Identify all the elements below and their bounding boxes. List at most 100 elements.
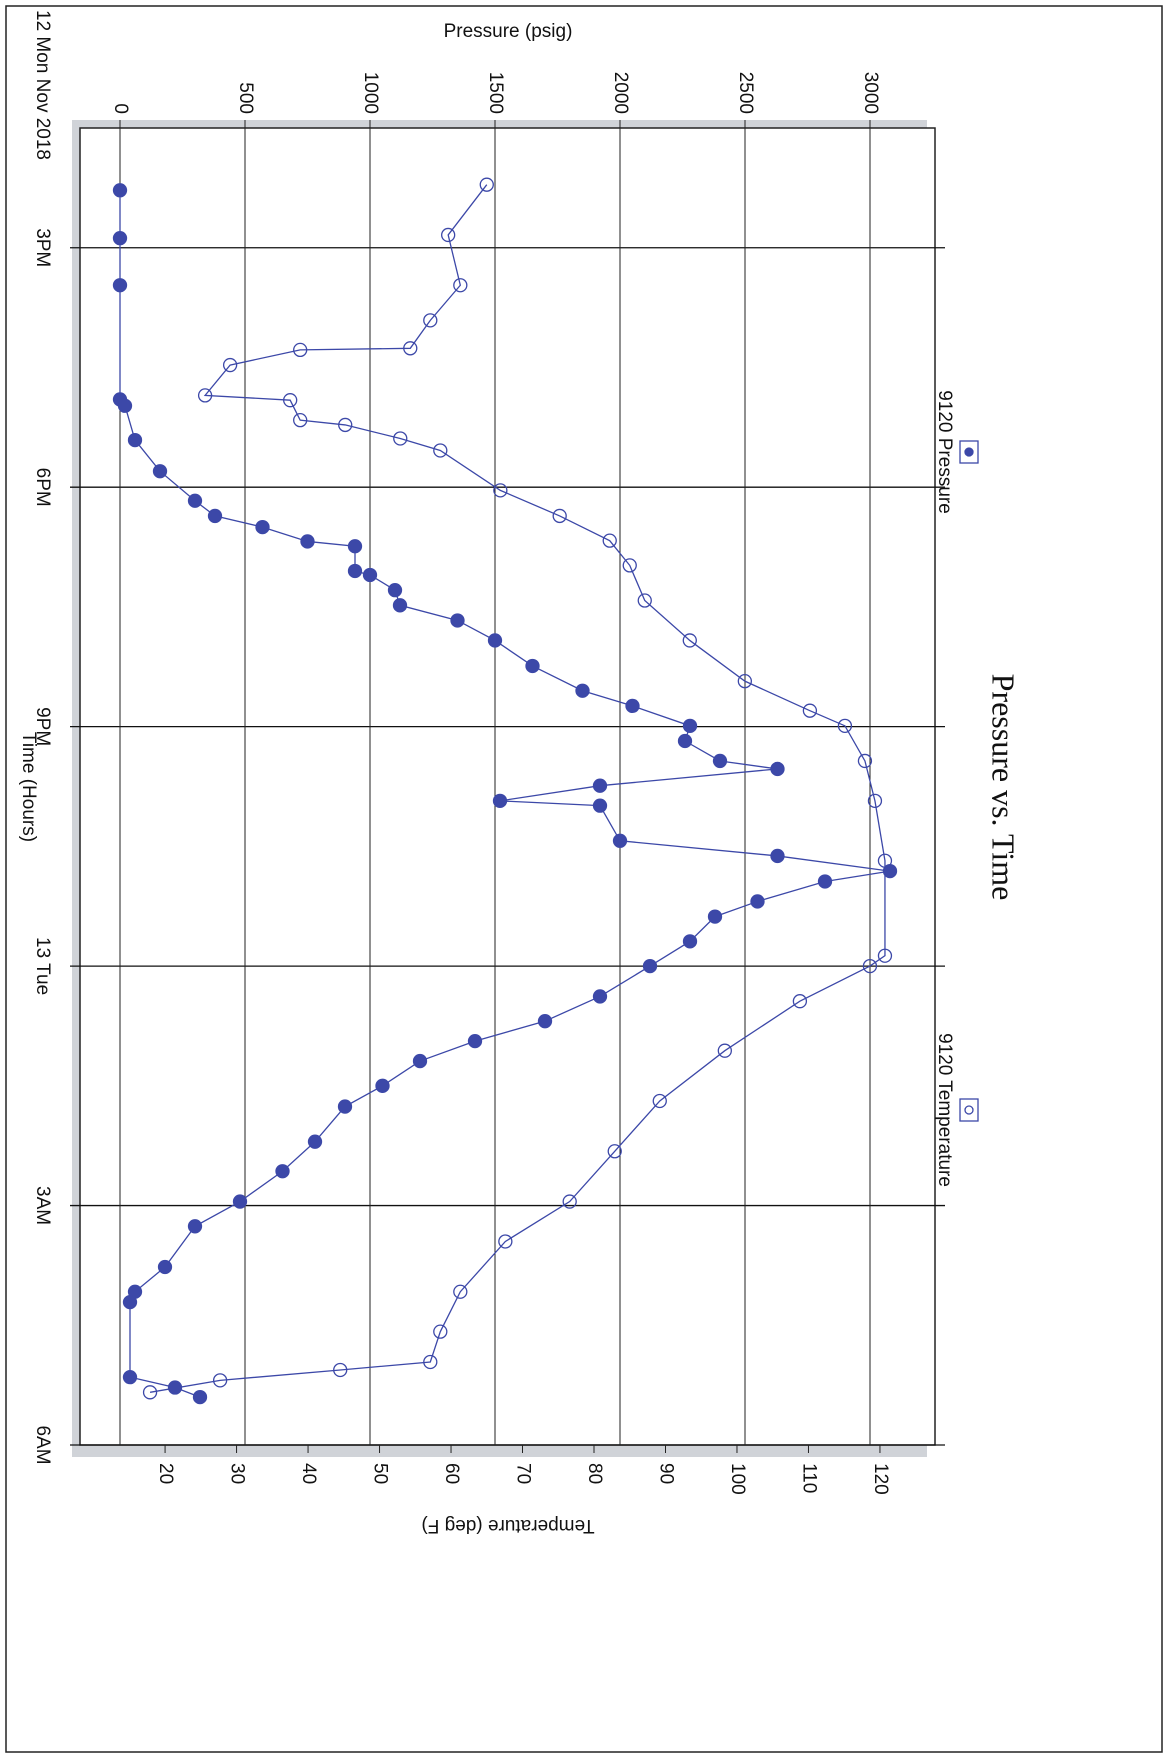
- x-axis-label: Time (Hours): [18, 732, 39, 842]
- data-point: [817, 874, 833, 889]
- data-point: [479, 177, 494, 192]
- data-point: [682, 633, 697, 648]
- y2-tick-label: 20: [155, 1463, 176, 1484]
- data-point: [862, 958, 878, 974]
- series-line: [149, 184, 886, 1393]
- y2-tick-label: 110: [798, 1463, 819, 1493]
- y2-tick-label: 80: [584, 1463, 605, 1484]
- y2-tick-label: 90: [655, 1463, 676, 1484]
- data-point: [562, 1194, 577, 1209]
- data-point: [837, 718, 853, 733]
- data-point: [575, 683, 590, 698]
- x-tick-label: 12 Mon Nov 2018: [32, 10, 53, 160]
- data-point: [433, 443, 448, 458]
- data-point: [770, 848, 785, 864]
- data-point: [142, 1385, 158, 1400]
- y2-tick-label: 50: [370, 1463, 391, 1484]
- data-point: [337, 1099, 353, 1114]
- data-point: [127, 432, 143, 448]
- y2-tick-label: 30: [227, 1463, 248, 1484]
- data-point: [625, 698, 640, 714]
- data-point: [122, 1294, 138, 1310]
- data-point: [441, 227, 456, 243]
- data-point: [112, 230, 128, 246]
- data-point: [682, 718, 698, 733]
- data-point: [187, 1219, 203, 1234]
- data-point: [652, 1093, 667, 1109]
- data-point: [712, 753, 728, 769]
- data-point: [112, 183, 128, 198]
- data-point: [423, 1354, 438, 1370]
- data-point: [802, 703, 818, 718]
- data-point: [622, 558, 637, 573]
- y-tick-label: 2500: [735, 72, 756, 114]
- data-point: [293, 342, 308, 358]
- data-point: [525, 658, 540, 674]
- data-point: [612, 833, 628, 848]
- y-tick-label: 0: [110, 103, 131, 114]
- data-point: [433, 1324, 448, 1339]
- data-point: [255, 519, 270, 535]
- data-point: [493, 483, 508, 498]
- data-point: [275, 1164, 290, 1179]
- y-tick-label: 3000: [860, 72, 881, 114]
- y-tick-label: 500: [235, 82, 256, 114]
- data-point: [637, 593, 652, 608]
- y2-tick-label: 120: [870, 1463, 891, 1495]
- data-point: [750, 894, 765, 909]
- data-point: [467, 1033, 483, 1049]
- series-line: [119, 190, 891, 1398]
- data-point: [333, 1362, 348, 1378]
- data-point: [770, 761, 785, 777]
- data-point: [375, 1078, 390, 1093]
- data-point: [117, 398, 133, 413]
- y-tick-label: 1000: [360, 72, 381, 114]
- data-point: [197, 388, 213, 403]
- data-point: [707, 909, 723, 924]
- data-point: [453, 1284, 468, 1299]
- y-tick-label: 1500: [485, 72, 506, 114]
- data-point: [792, 994, 808, 1009]
- x-tick-label: 6PM: [32, 468, 53, 507]
- x-tick-label: 13 Tue: [32, 937, 53, 995]
- data-point: [607, 1144, 622, 1159]
- data-point: [492, 793, 508, 809]
- x-tick-label: 9PM: [32, 707, 53, 746]
- y2-tick-label: 100: [727, 1463, 748, 1495]
- data-point: [453, 278, 468, 293]
- data-point: [537, 1014, 553, 1029]
- legend-label: 9120 Pressure: [934, 390, 955, 514]
- data-point: [152, 464, 168, 479]
- page-frame: [5, 5, 1163, 1753]
- data-point: [392, 598, 408, 613]
- legend-marker: [964, 447, 974, 457]
- plot-group: Pressure vs. Time Time (Hours) Pressure …: [18, 10, 1022, 1536]
- data-point: [393, 431, 408, 446]
- data-point: [222, 357, 238, 373]
- chart-title: Pressure vs. Time: [986, 674, 1022, 901]
- data-point: [877, 853, 893, 868]
- data-point: [592, 798, 608, 813]
- y2-tick-label: 40: [298, 1463, 319, 1484]
- y2-tick-label: 60: [441, 1463, 462, 1484]
- data-point: [487, 633, 503, 648]
- data-point: [307, 1134, 323, 1149]
- data-point: [338, 417, 353, 433]
- data-point: [498, 1234, 513, 1249]
- data-point: [737, 673, 752, 689]
- legend-marker: [964, 1105, 974, 1115]
- x-tick-label: 3PM: [32, 228, 53, 267]
- x-tick-label: 6AM: [32, 1425, 53, 1464]
- data-point: [592, 778, 608, 793]
- data-point: [592, 989, 608, 1004]
- data-point: [677, 733, 693, 749]
- data-point: [293, 412, 308, 428]
- data-point: [642, 958, 658, 974]
- data-point: [122, 1370, 138, 1385]
- y2-axis-label: Temperature (deg F): [421, 1515, 594, 1536]
- data-point: [157, 1259, 173, 1275]
- legend-box: [959, 1098, 979, 1122]
- data-point: [300, 534, 315, 549]
